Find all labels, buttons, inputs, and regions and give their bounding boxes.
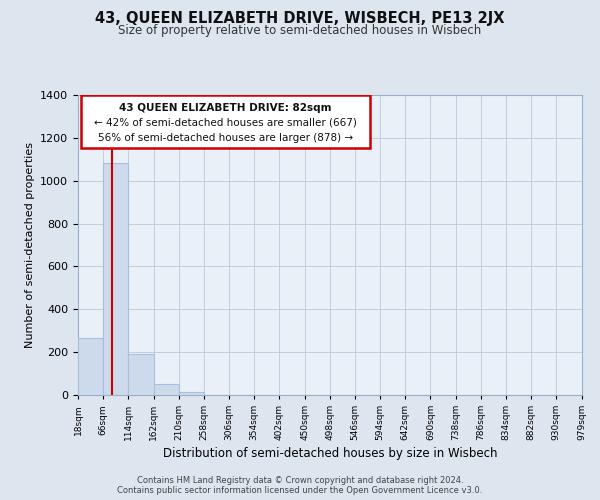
- X-axis label: Distribution of semi-detached houses by size in Wisbech: Distribution of semi-detached houses by …: [163, 448, 497, 460]
- Bar: [179, 392, 204, 395]
- Bar: [154, 384, 179, 395]
- Text: 43, QUEEN ELIZABETH DRIVE, WISBECH, PE13 2JX: 43, QUEEN ELIZABETH DRIVE, WISBECH, PE13…: [95, 11, 505, 26]
- Text: Contains public sector information licensed under the Open Government Licence v3: Contains public sector information licen…: [118, 486, 482, 495]
- Text: Size of property relative to semi-detached houses in Wisbech: Size of property relative to semi-detach…: [118, 24, 482, 37]
- Bar: [103, 162, 128, 395]
- Y-axis label: Number of semi-detached properties: Number of semi-detached properties: [25, 142, 35, 348]
- Bar: [128, 354, 154, 395]
- Text: Contains HM Land Registry data © Crown copyright and database right 2024.: Contains HM Land Registry data © Crown c…: [137, 476, 463, 485]
- Text: 43 QUEEN ELIZABETH DRIVE: 82sqm: 43 QUEEN ELIZABETH DRIVE: 82sqm: [119, 102, 332, 113]
- Bar: [78, 338, 103, 395]
- Text: ← 42% of semi-detached houses are smaller (667): ← 42% of semi-detached houses are smalle…: [94, 118, 357, 128]
- Text: 56% of semi-detached houses are larger (878) →: 56% of semi-detached houses are larger (…: [98, 132, 353, 142]
- FancyBboxPatch shape: [80, 95, 370, 148]
